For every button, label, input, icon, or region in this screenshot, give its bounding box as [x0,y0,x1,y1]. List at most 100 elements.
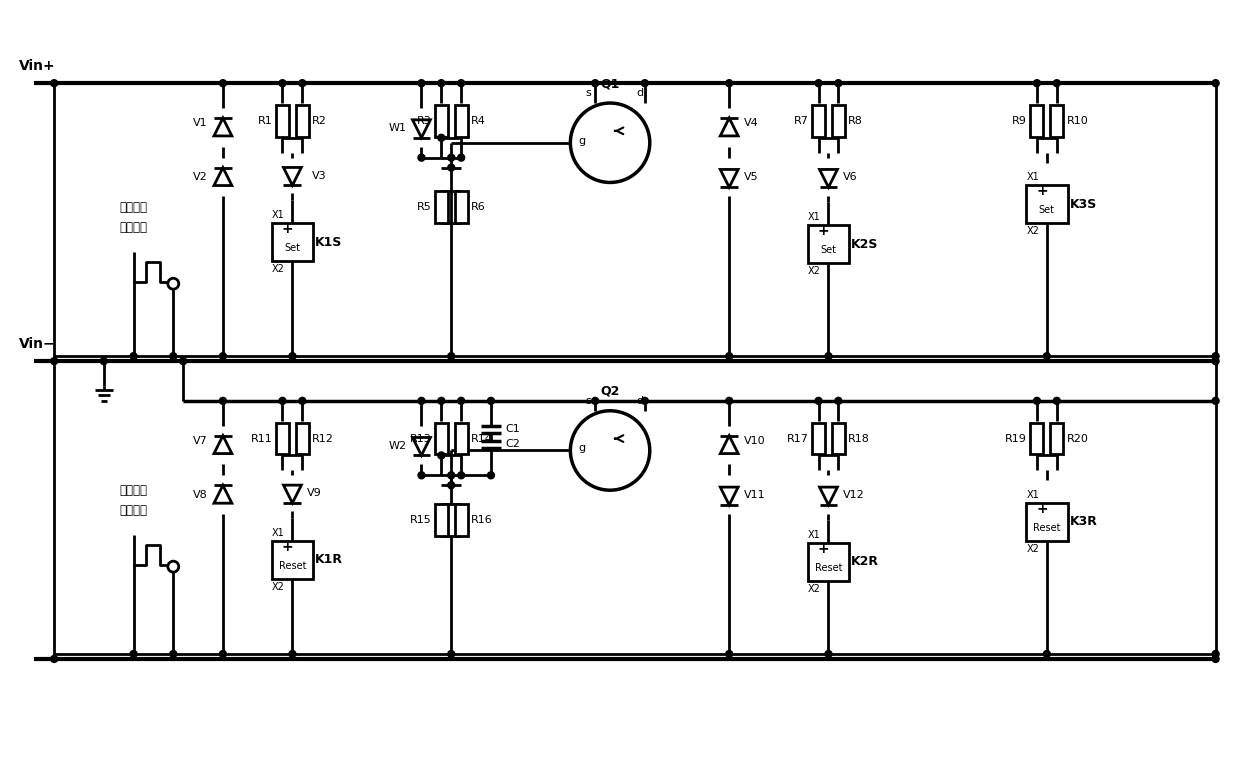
Circle shape [279,397,286,404]
Text: R4: R4 [471,116,486,126]
Text: R16: R16 [471,515,492,525]
Bar [272,541,314,578]
Circle shape [448,472,455,479]
Bar [435,191,448,223]
Text: R14: R14 [471,434,494,444]
Circle shape [835,397,842,404]
Text: V8: V8 [193,490,208,500]
Text: X2: X2 [808,266,821,275]
Bar [832,105,844,137]
Circle shape [725,80,733,87]
Text: V3: V3 [312,170,327,180]
Text: K1S: K1S [315,235,342,249]
Text: X2: X2 [272,264,285,274]
Text: R17: R17 [786,434,808,444]
Text: R11: R11 [250,434,273,444]
Circle shape [835,80,842,87]
Text: Vin+: Vin+ [20,59,56,73]
Circle shape [1043,651,1050,658]
Text: V12: V12 [843,490,866,500]
Text: R19: R19 [1006,434,1027,444]
Text: V6: V6 [843,173,858,183]
Text: +: + [1037,502,1048,516]
Circle shape [1053,397,1060,404]
Circle shape [825,352,832,360]
Text: +: + [281,540,293,554]
Circle shape [289,352,296,360]
Text: K2S: K2S [852,237,879,250]
Circle shape [641,397,649,404]
Bar [455,422,467,454]
Text: +: + [1037,184,1048,199]
Circle shape [1213,651,1219,658]
Circle shape [815,397,822,404]
Text: K2R: K2R [852,556,879,568]
Text: R6: R6 [471,202,486,212]
Text: W2: W2 [388,441,407,451]
Text: Vin−: Vin− [20,337,56,352]
Circle shape [1053,80,1060,87]
Polygon shape [284,485,301,503]
Bar [277,422,289,454]
Bar [807,225,849,263]
Circle shape [289,651,296,658]
Text: V7: V7 [193,435,208,445]
Circle shape [130,651,138,658]
Text: Set: Set [284,243,300,253]
Circle shape [725,397,733,404]
Text: 驱动信号: 驱动信号 [119,484,148,497]
Text: X1: X1 [808,212,821,222]
Circle shape [458,397,465,404]
Text: Reset: Reset [815,562,842,572]
Text: V9: V9 [308,488,322,498]
Circle shape [1213,655,1219,662]
Circle shape [418,154,425,161]
Text: R15: R15 [409,515,432,525]
Circle shape [219,80,227,87]
Text: K1R: K1R [315,553,343,566]
Bar [812,422,825,454]
Bar [832,422,844,454]
Circle shape [487,472,495,479]
Bar [1050,422,1063,454]
Bar [812,105,825,137]
Text: C2: C2 [506,438,521,448]
Bar [1025,503,1068,541]
Text: R20: R20 [1066,434,1089,444]
Circle shape [448,651,455,658]
Circle shape [448,154,455,161]
Circle shape [180,358,187,365]
Circle shape [1033,397,1040,404]
Text: V2: V2 [193,173,208,183]
Text: X1: X1 [272,528,285,538]
Circle shape [219,352,227,360]
Bar [807,543,849,581]
Text: K3S: K3S [1070,198,1097,211]
Circle shape [725,651,733,658]
Text: X2: X2 [808,584,821,594]
Circle shape [458,154,465,161]
Circle shape [418,397,425,404]
Circle shape [438,134,445,142]
Bar [296,105,309,137]
Text: R12: R12 [312,434,334,444]
Text: s: s [585,396,591,406]
Text: d: d [636,396,644,406]
Text: Reset: Reset [1033,523,1060,533]
Text: X2: X2 [1027,544,1039,554]
Bar [296,422,309,454]
Text: R8: R8 [848,116,863,126]
Circle shape [170,352,177,360]
Bar [272,223,314,261]
Circle shape [448,352,455,360]
Circle shape [418,80,425,87]
Text: X1: X1 [808,530,821,540]
Circle shape [299,397,306,404]
Text: R2: R2 [312,116,327,126]
Circle shape [591,80,599,87]
Text: d: d [636,88,644,98]
Text: +: + [281,222,293,236]
Text: g: g [578,444,585,454]
Polygon shape [215,167,232,186]
Bar [455,191,467,223]
